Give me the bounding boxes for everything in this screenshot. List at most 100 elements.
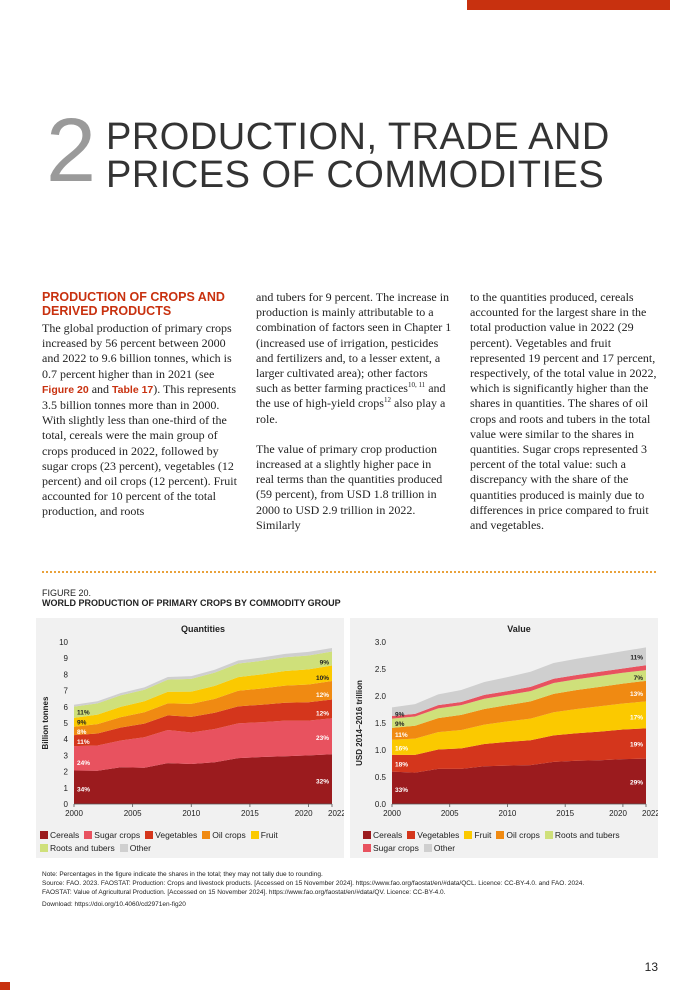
y-axis-label: USD 2014–2016 trillion bbox=[355, 680, 364, 766]
y-tick-label: 4 bbox=[64, 735, 69, 744]
quantities-chart: Quantities Billion tonnes 0 1 2 3 4 5 6 7 8 9 10 2000… bbox=[41, 624, 346, 818]
share-label: 18% bbox=[395, 762, 408, 769]
x-tick-label: 2000 bbox=[383, 809, 401, 818]
note-text: Note: Percentages in the figure indicate… bbox=[42, 871, 323, 878]
paragraph-text: also play a role. bbox=[256, 396, 446, 426]
legend-label: Vegetables bbox=[155, 830, 198, 840]
page-number: 13 bbox=[644, 960, 658, 974]
legend-value: Cereals Vegetables Fruit Oil crops Roots and… bbox=[363, 829, 653, 855]
legend-label: Cereals bbox=[373, 830, 403, 840]
y-tick-label: 9 bbox=[64, 654, 69, 663]
x-tick-label: 2020 bbox=[609, 809, 627, 818]
paragraph: The global production of primary crops i… bbox=[42, 321, 238, 520]
chapter-title-line1: PRODUCTION, TRADE AND bbox=[106, 116, 610, 158]
figure-label: FIGURE 20. bbox=[42, 588, 92, 598]
bottom-accent-mark bbox=[0, 982, 10, 990]
legend-label: Fruit bbox=[260, 830, 278, 840]
chart-title: Value bbox=[507, 624, 531, 634]
y-axis-label: Billion tonnes bbox=[41, 696, 50, 749]
area-oil-crops bbox=[392, 680, 646, 740]
legend-swatch bbox=[363, 844, 371, 852]
legend-swatch bbox=[363, 831, 371, 839]
area-vegetables bbox=[392, 728, 646, 773]
section-heading: PRODUCTION OF CROPS AND DERIVED PRODUCTS bbox=[42, 290, 225, 318]
legend-item-vegetables: Vegetables bbox=[145, 829, 197, 842]
paragraph: to the quantities produced, cereals acco… bbox=[470, 290, 657, 533]
legend-item-vegetables: Vegetables bbox=[407, 829, 459, 842]
share-label: 10% bbox=[316, 675, 329, 682]
legend-swatch bbox=[250, 831, 259, 839]
source-text: FAOSTAT: Value of Agricultural Productio… bbox=[42, 889, 446, 896]
legend-swatch bbox=[496, 831, 505, 839]
figure-reference-link[interactable]: Figure 20 bbox=[42, 383, 89, 396]
chart-title: Quantities bbox=[181, 624, 225, 634]
y-tick-label: 3 bbox=[64, 751, 69, 760]
legend-item-roots-and-tubers: Roots and tubers bbox=[544, 829, 620, 842]
legend-label: Cereals bbox=[50, 830, 80, 840]
y-tick-label: 0 bbox=[64, 800, 69, 809]
legend-item-roots-and-tubers: Roots and tubers bbox=[40, 842, 115, 855]
area-fruit bbox=[74, 665, 332, 727]
y-tick-label: 1.0 bbox=[375, 746, 387, 755]
paragraph-text: and tubers for 9 percent. The increase i… bbox=[256, 290, 452, 396]
download-link[interactable]: Download: https://doi.org/10.4060/cd2971… bbox=[42, 901, 186, 908]
y-tick-label: 2 bbox=[64, 768, 69, 777]
table-reference-link[interactable]: Table 17 bbox=[112, 383, 154, 396]
share-label: 12% bbox=[316, 710, 329, 717]
paragraph-text: and the use of high-yield crops bbox=[256, 381, 446, 411]
legend-label: Sugar crops bbox=[373, 843, 419, 853]
area-roots-and-tubers bbox=[392, 670, 646, 728]
legend-item-cereals: Cereals bbox=[40, 829, 79, 842]
share-label: 11% bbox=[77, 710, 90, 717]
x-tick-label: 2005 bbox=[441, 809, 459, 818]
area-oil-crops bbox=[74, 681, 332, 736]
figure-title: WORLD PRODUCTION OF PRIMARY CROPS BY COM… bbox=[42, 598, 341, 608]
x-tick-label: 2022 bbox=[328, 809, 344, 818]
share-label: 32% bbox=[316, 779, 329, 786]
share-label: 9% bbox=[395, 711, 405, 718]
legend-label: Roots and tubers bbox=[50, 843, 115, 853]
legend-swatch bbox=[40, 831, 48, 839]
legend-swatch bbox=[464, 831, 473, 839]
x-tick-label: 2010 bbox=[182, 809, 200, 818]
x-tick-label: 2020 bbox=[295, 809, 313, 818]
share-label: 9% bbox=[395, 721, 405, 728]
legend-item-fruit: Fruit bbox=[250, 829, 278, 842]
legend-item-oil-crops: Oil crops bbox=[496, 829, 540, 842]
area-sugar-crops bbox=[392, 665, 646, 719]
legend-item-oil-crops: Oil crops bbox=[202, 829, 246, 842]
legend-label: Other bbox=[129, 843, 151, 853]
paragraph: and tubers for 9 percent. The increase i… bbox=[256, 290, 452, 427]
share-label: 12% bbox=[316, 692, 329, 699]
chapter-title-line2: PRICES OF COMMODITIES bbox=[106, 154, 605, 196]
share-label: 17% bbox=[630, 715, 643, 722]
y-tick-label: 10 bbox=[59, 638, 68, 647]
share-label: 16% bbox=[395, 745, 408, 752]
share-label: 23% bbox=[316, 735, 329, 742]
legend-swatch bbox=[423, 844, 432, 852]
x-tick-label: 2022 bbox=[642, 809, 658, 818]
x-tick-label: 2010 bbox=[499, 809, 517, 818]
y-tick-label: 5 bbox=[64, 719, 69, 728]
area-other bbox=[392, 647, 646, 716]
legend-label: Fruit bbox=[474, 830, 492, 840]
share-label: 19% bbox=[630, 742, 643, 749]
x-tick-label: 2015 bbox=[241, 809, 259, 818]
share-label: 11% bbox=[630, 655, 643, 662]
y-tick-label: 1 bbox=[64, 784, 69, 793]
y-tick-label: 0.5 bbox=[375, 773, 387, 782]
chart-panel-quantities: Quantities Billion tonnes 0 1 2 3 4 5 6 7 8 9 10 2000… bbox=[36, 618, 346, 858]
share-label: 11% bbox=[77, 739, 90, 746]
y-tick-label: 1.5 bbox=[375, 719, 387, 728]
footnote-ref[interactable]: 10, 11 bbox=[407, 381, 426, 390]
y-tick-label: 6 bbox=[64, 703, 69, 712]
footnote-ref[interactable]: 12 bbox=[383, 396, 391, 405]
chart-panel-value: Value USD 2014–2016 trillion 0.0 0.5 1.0 1.5 2… bbox=[350, 618, 660, 858]
paragraph-text: The global production of primary crops i… bbox=[42, 321, 232, 381]
legend-label: Roots and tubers bbox=[554, 830, 620, 840]
text-column-2: and tubers for 9 percent. The increase i… bbox=[256, 290, 452, 548]
legend-item-other: Other bbox=[423, 842, 455, 855]
share-label: 9% bbox=[77, 719, 87, 726]
source-text: Source: FAO. 2023. FAOSTAT: Production: … bbox=[42, 880, 585, 887]
value-chart: Value USD 2014–2016 trillion 0.0 0.5 1.0 1.5 2… bbox=[355, 624, 660, 818]
